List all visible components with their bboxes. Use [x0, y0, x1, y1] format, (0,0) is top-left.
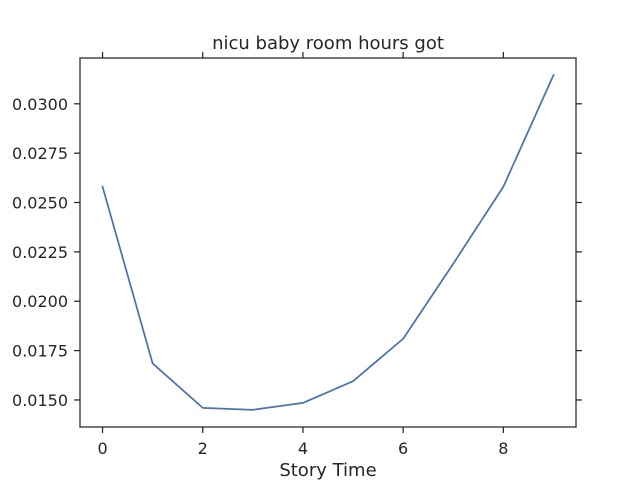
x-axis-label: Story Time: [279, 460, 376, 480]
y-tick-label: 0.0175: [12, 342, 68, 361]
plot-area: [101, 74, 555, 411]
x-tick-label: 4: [298, 439, 308, 458]
y-tick-label: 0.0200: [12, 292, 68, 311]
chart-title: nicu baby room hours got: [212, 33, 444, 54]
x-tick-label: 8: [498, 439, 508, 458]
series-line: [101, 74, 555, 411]
x-tick-label: 6: [398, 439, 408, 458]
y-tick-label: 0.0275: [12, 144, 68, 163]
y-tick-label: 0.0300: [12, 95, 68, 114]
y-tick-label: 0.0250: [12, 194, 68, 213]
axes-frame: [79, 57, 577, 428]
x-tick-label: 0: [97, 439, 107, 458]
y-tick-label: 0.0225: [12, 243, 68, 262]
x-tick-label: 2: [198, 439, 208, 458]
y-tick-label: 0.0150: [12, 391, 68, 410]
axes: 0 2 4 6 8 0.0150 0.0175 0.0200 0.0225 0.0250 0.027…: [12, 52, 582, 458]
